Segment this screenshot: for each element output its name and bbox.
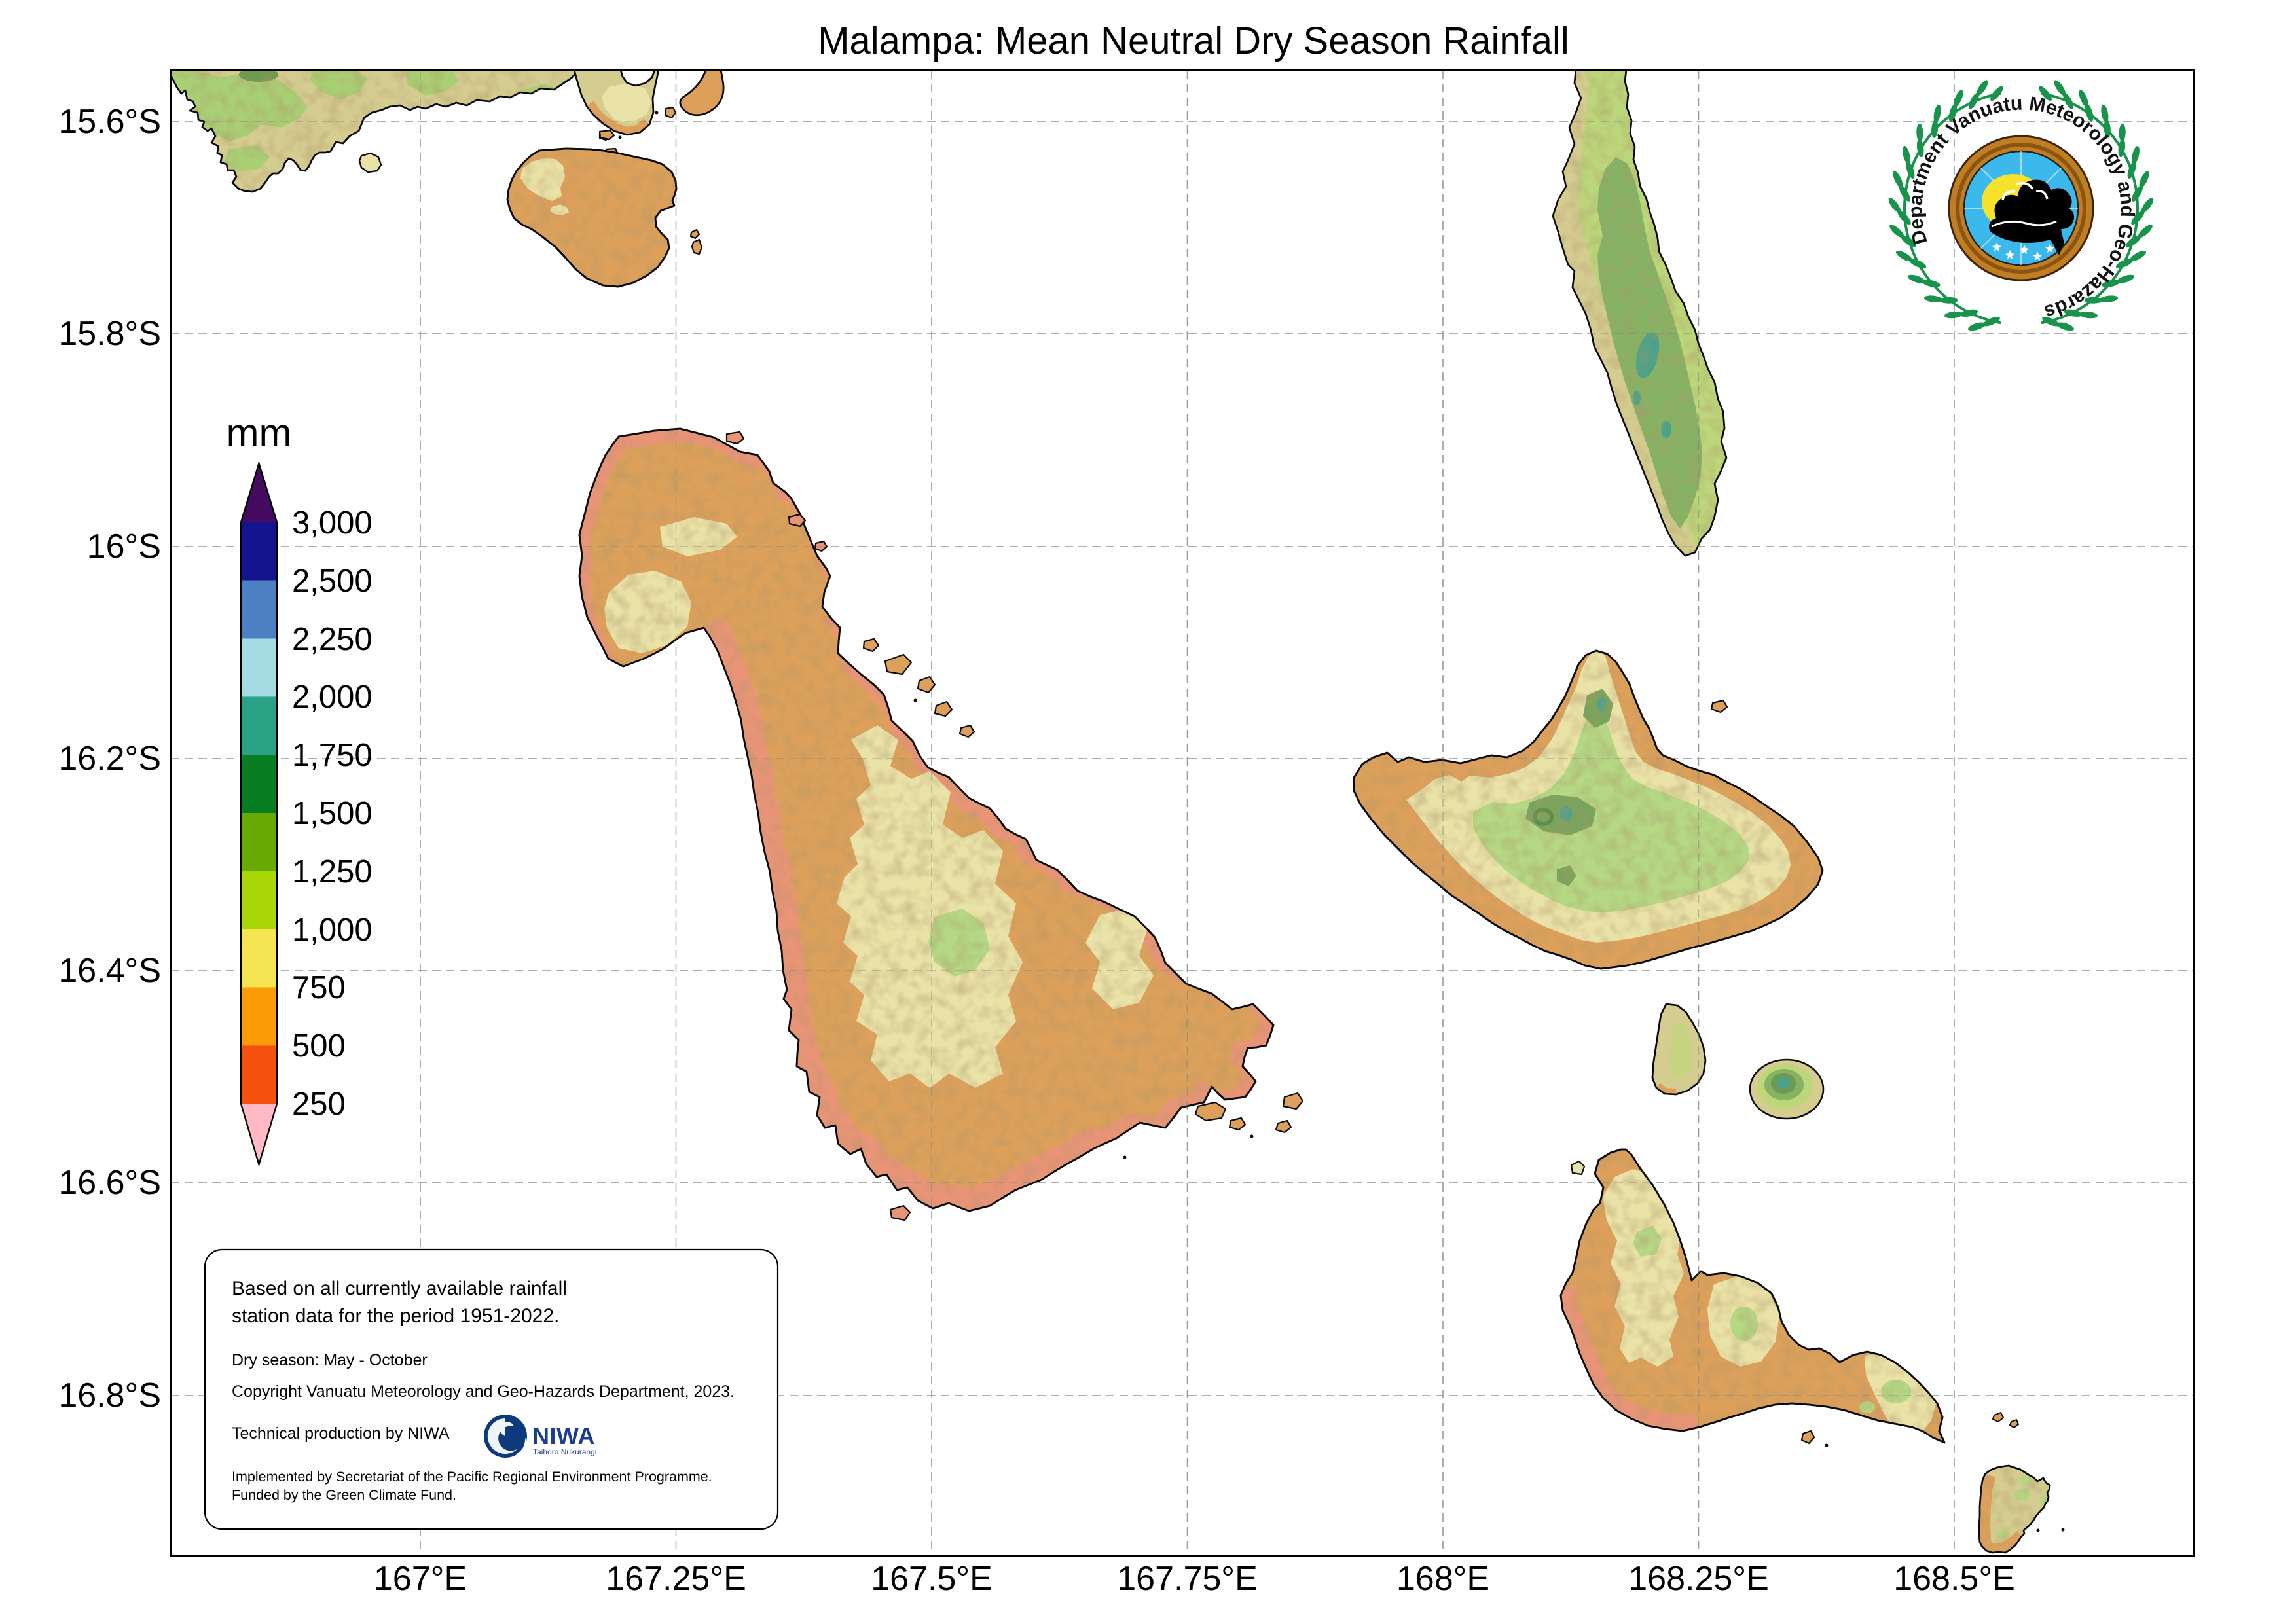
svg-text:Based on all currently availab: Based on all currently available rainfal… — [232, 1278, 567, 1299]
svg-text:168°E: 168°E — [1396, 1560, 1489, 1598]
svg-text:NIWA: NIWA — [532, 1422, 595, 1449]
svg-text:2,000: 2,000 — [292, 679, 373, 715]
svg-text:168.25°E: 168.25°E — [1628, 1560, 1769, 1598]
svg-text:167.5°E: 167.5°E — [871, 1560, 993, 1598]
svg-text:1,250: 1,250 — [292, 854, 373, 890]
svg-text:167.75°E: 167.75°E — [1117, 1560, 1258, 1598]
svg-text:mm: mm — [227, 411, 292, 455]
svg-text:1,500: 1,500 — [292, 796, 373, 831]
svg-text:15.6°S: 15.6°S — [58, 103, 161, 141]
svg-text:Taihoro Nukurangi: Taihoro Nukurangi — [533, 1447, 596, 1456]
svg-text:16.6°S: 16.6°S — [58, 1164, 161, 1202]
svg-text:station data for the period 19: station data for the period 1951-2022. — [232, 1305, 559, 1327]
svg-text:167.25°E: 167.25°E — [606, 1560, 746, 1598]
svg-text:Technical production by NIWA: Technical production by NIWA — [232, 1424, 450, 1443]
svg-text:Copyright Vanuatu Meteorology: Copyright Vanuatu Meteorology and Geo-Ha… — [232, 1382, 735, 1401]
svg-text:1,750: 1,750 — [292, 738, 373, 773]
svg-text:168.5°E: 168.5°E — [1893, 1560, 2015, 1598]
svg-text:16.2°S: 16.2°S — [58, 740, 161, 778]
svg-text:16°S: 16°S — [87, 528, 161, 566]
svg-text:Funded by the Green Climate Fu: Funded by the Green Climate Fund. — [232, 1487, 456, 1503]
svg-text:3,000: 3,000 — [292, 505, 373, 541]
svg-text:16.4°S: 16.4°S — [58, 952, 161, 990]
svg-text:Dry season: May - October: Dry season: May - October — [232, 1351, 428, 1369]
svg-text:167°E: 167°E — [374, 1560, 467, 1598]
svg-text:250: 250 — [292, 1087, 346, 1122]
svg-text:2,250: 2,250 — [292, 622, 373, 657]
svg-text:Malampa: Mean Neutral Dry Seas: Malampa: Mean Neutral Dry Season Rainfal… — [818, 20, 1569, 62]
svg-text:750: 750 — [292, 970, 346, 1005]
svg-text:15.8°S: 15.8°S — [58, 315, 161, 353]
svg-text:500: 500 — [292, 1028, 346, 1064]
svg-text:Implemented by Secretariat of: Implemented by Secretariat of the Pacifi… — [232, 1469, 712, 1485]
svg-text:2,500: 2,500 — [292, 564, 373, 599]
svg-text:1,000: 1,000 — [292, 912, 373, 948]
svg-text:16.8°S: 16.8°S — [58, 1377, 161, 1415]
